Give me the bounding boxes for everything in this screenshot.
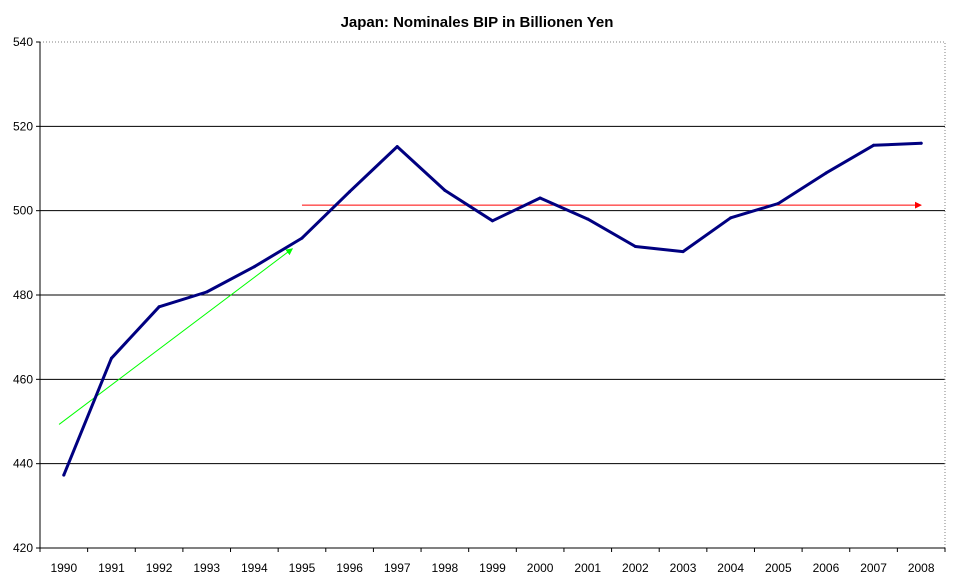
- data-point-2001: [586, 217, 590, 221]
- x-tick-label-2005: 2005: [765, 561, 792, 575]
- y-tick-label-6: 540: [13, 35, 33, 49]
- gridlines: [40, 125, 945, 465]
- data-point-2003: [681, 250, 685, 254]
- data-point-2005: [776, 201, 780, 205]
- y-tick-label-2: 460: [13, 372, 33, 386]
- data-point-2008: [919, 141, 923, 145]
- x-tick-label-2007: 2007: [860, 561, 887, 575]
- axes: [36, 41, 946, 552]
- data-point-1994: [252, 265, 256, 269]
- x-tick-label-2000: 2000: [527, 561, 554, 575]
- x-tick-label-1999: 1999: [479, 561, 506, 575]
- trend-arrows: [58, 201, 922, 425]
- x-tick-label-1992: 1992: [146, 561, 173, 575]
- x-tick-label-2001: 2001: [574, 561, 601, 575]
- x-tick-label-2004: 2004: [717, 561, 744, 575]
- data-point-1995: [300, 236, 304, 240]
- x-tick-label-2003: 2003: [670, 561, 697, 575]
- series-line-0: [62, 141, 923, 477]
- data-point-2002: [633, 245, 637, 249]
- data-point-1992: [157, 305, 161, 309]
- x-tick-label-1996: 1996: [336, 561, 363, 575]
- x-tick-label-1998: 1998: [432, 561, 459, 575]
- data-point-1993: [205, 290, 209, 294]
- y-tick-label-5: 520: [13, 119, 33, 133]
- y-tick-label-1: 440: [13, 457, 33, 471]
- x-tick-label-1994: 1994: [241, 561, 268, 575]
- x-tick-label-1990: 1990: [50, 561, 77, 575]
- y-tick-labels: 420 440 460 480 500 520 540: [13, 35, 33, 555]
- x-tick-label-1995: 1995: [289, 561, 316, 575]
- data-point-2007: [872, 143, 876, 147]
- data-point-1990: [62, 473, 66, 477]
- x-tick-label-2006: 2006: [813, 561, 840, 575]
- chart-title: Japan: Nominales BIP in Billionen Yen: [341, 14, 614, 31]
- y-tick-label-3: 480: [13, 288, 33, 302]
- data-point-1998: [443, 188, 447, 192]
- data-point-1997: [395, 145, 399, 149]
- series-lines: [62, 141, 923, 477]
- x-tick-label-1991: 1991: [98, 561, 125, 575]
- x-tick-label-2002: 2002: [622, 561, 649, 575]
- data-point-1991: [109, 356, 113, 360]
- data-point-1996: [348, 190, 352, 194]
- data-point-2004: [729, 216, 733, 220]
- x-tick-labels: 1990 1991 1992 1993 1994 1995 1996 1997 1998 1999…: [50, 561, 934, 575]
- data-point-2006: [824, 171, 828, 175]
- x-tick-label-2008: 2008: [908, 561, 935, 575]
- y-tick-label-4: 500: [13, 204, 33, 218]
- x-tick-label-1993: 1993: [193, 561, 220, 575]
- data-point-2000: [538, 196, 542, 200]
- y-tick-label-0: 420: [13, 541, 33, 555]
- data-point-1999: [491, 219, 494, 223]
- x-tick-label-1997: 1997: [384, 561, 411, 575]
